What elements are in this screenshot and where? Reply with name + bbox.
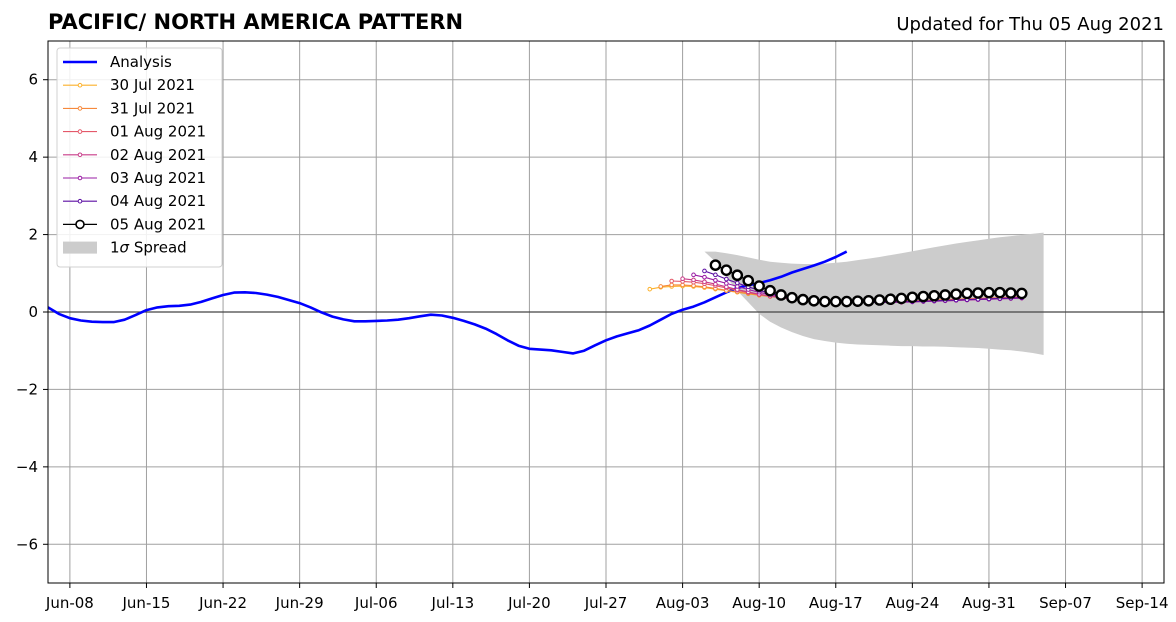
forecast-point (691, 277, 696, 283)
forecast-point (972, 287, 984, 299)
forecast-point (702, 274, 707, 280)
forecast-point (709, 259, 722, 271)
legend-label: 04 Aug 2021 (110, 192, 206, 210)
updated-date-label: Updated for Thu 05 Aug 2021 (896, 14, 1164, 35)
forecast-point (961, 287, 973, 300)
forecast-point (702, 279, 707, 285)
forecast-point (829, 295, 842, 308)
legend-label: 05 Aug 2021 (110, 215, 206, 233)
legend-label-prefix: 1 (110, 239, 120, 257)
legend-label-suffix: Spread (129, 239, 187, 257)
forecast-point (720, 264, 733, 276)
forecast-point (873, 294, 886, 306)
legend-marker (77, 152, 83, 158)
legend: Analysis 30 Jul 2021 31 Jul 2021 01 Aug 202… (56, 47, 223, 268)
legend-marker (77, 198, 83, 204)
x-tick-label: Jun-22 (198, 594, 247, 612)
forecast-point (691, 272, 696, 278)
x-tick-label: Sep-07 (1039, 594, 1092, 612)
forecast-point (764, 284, 776, 297)
y-tick-label: −4 (16, 458, 38, 476)
series-lines (47, 250, 1028, 355)
chart-title: PACIFIC/ NORTH AMERICA PATTERN (48, 10, 463, 34)
forecast-point (928, 289, 941, 302)
forecast-point (840, 295, 853, 308)
forecast-point (797, 293, 809, 306)
forecast-point (742, 274, 755, 287)
x-tick-label: Jul-13 (431, 594, 475, 612)
forecast-point (786, 291, 798, 304)
forecast-point (713, 277, 718, 283)
x-tick-label: Jun-15 (122, 594, 171, 612)
y-tick-label: 0 (28, 303, 38, 321)
legend-label: 1σ Spread (110, 239, 187, 257)
spread-band (704, 232, 1044, 355)
y-tick-label: 2 (28, 226, 38, 244)
legend-marker (77, 175, 83, 181)
y-tick-label: −6 (16, 535, 38, 553)
axis-ticks: Jun-08 Jun-15 Jun-22 Jun-29 Jul-06 Jul-13 Jul-… (16, 71, 1169, 612)
x-tick-label: Jul-06 (354, 594, 398, 612)
legend-label: 01 Aug 2021 (110, 123, 206, 141)
forecast-point (808, 294, 820, 307)
forecast-point (724, 276, 729, 282)
x-tick-label: Jul-27 (584, 594, 628, 612)
x-tick-label: Aug-10 (732, 594, 786, 612)
x-tick-label: Sep-14 (1116, 594, 1169, 612)
forecast-point (819, 295, 831, 308)
x-tick-label: Aug-24 (885, 594, 939, 612)
legend-marker (77, 106, 83, 111)
legend-label: 31 Jul 2021 (110, 99, 195, 117)
legend-label: 03 Aug 2021 (110, 169, 206, 187)
x-tick-label: Jul-20 (507, 594, 551, 612)
forecast-point (731, 269, 744, 282)
legend-box (56, 47, 223, 268)
forecast-point (862, 294, 875, 307)
legend-marker (75, 219, 85, 230)
legend-label: 02 Aug 2021 (110, 146, 206, 164)
legend-swatch (63, 241, 97, 254)
forecast-point (658, 284, 664, 289)
spread-area (704, 232, 1044, 355)
legend-label: 30 Jul 2021 (110, 76, 195, 94)
forecast-point (994, 286, 1006, 299)
y-tick-label: −2 (16, 380, 38, 398)
x-tick-label: Aug-31 (962, 594, 1016, 612)
x-tick-label: Aug-03 (656, 594, 710, 612)
forecast-point (724, 281, 729, 286)
y-tick-label: 6 (28, 71, 38, 89)
forecast-point (669, 278, 674, 284)
forecast-point (753, 280, 765, 292)
forecast-point (775, 289, 787, 301)
analysis-line (47, 250, 848, 355)
forecast-point (917, 290, 930, 303)
forecast-point (939, 289, 951, 301)
legend-marker (77, 129, 83, 134)
forecast-point (734, 280, 740, 286)
legend-label: Analysis (110, 53, 172, 71)
forecast-point (906, 291, 919, 304)
forecast-point (647, 286, 653, 292)
forecast-point (983, 286, 995, 299)
forecast-point (950, 288, 962, 300)
forecast-point (702, 268, 707, 274)
forecast-point (713, 281, 718, 287)
forecast-point (680, 276, 685, 282)
x-tick-label: Aug-17 (809, 594, 863, 612)
forecast-point (669, 282, 674, 288)
y-tick-label: 4 (28, 148, 38, 166)
legend-marker (77, 82, 83, 88)
forecast-point (1005, 287, 1017, 299)
forecast-point (895, 292, 908, 305)
forecast-point (1015, 287, 1028, 300)
forecast-point (713, 272, 718, 278)
legend-label-symbol: σ (120, 239, 130, 257)
x-tick-label: Jun-08 (45, 594, 94, 612)
forecast-point (884, 293, 897, 306)
x-tick-label: Jun-29 (275, 594, 324, 612)
forecast-point (851, 295, 864, 307)
